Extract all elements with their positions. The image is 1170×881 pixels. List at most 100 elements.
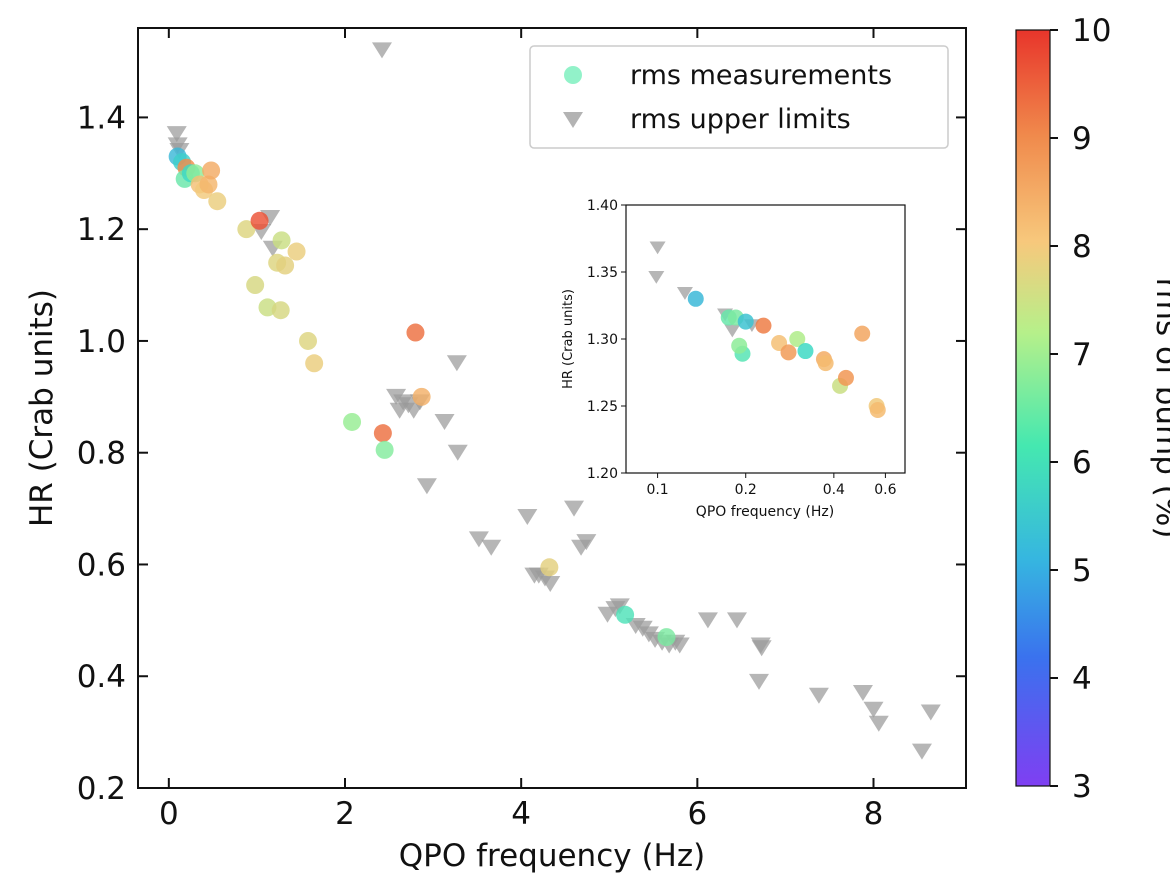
colorbar-tick-label: 7 [1072, 337, 1092, 373]
upper-limit-point [609, 598, 630, 615]
x-axis-label: QPO frequency (Hz) [399, 838, 705, 874]
x-tick-label: 6 [687, 796, 707, 832]
measurement-point [208, 192, 227, 211]
measurement-point [272, 231, 291, 250]
measurement-point [540, 558, 559, 577]
upper-limit-point [751, 640, 772, 657]
upper-limit-point [852, 685, 873, 701]
x-tick-label: 2 [335, 796, 355, 832]
y-axis-label: HR (Crab units) [24, 289, 60, 527]
measurement-point [343, 412, 362, 431]
colorbar-tick-label: 5 [1072, 553, 1092, 589]
measurement-point [276, 256, 295, 275]
measurement-point [250, 211, 269, 230]
legend-box [529, 45, 949, 149]
x-tick-label: 4 [511, 796, 531, 832]
measurement-point [616, 605, 635, 624]
inset-x-tick-label: 0.4 [823, 482, 845, 498]
main-plot: 0.2 0.4 0.6 0.8 1.0 1.2 1.4 0 2 4 6 8 QPO frequenc… [24, 27, 967, 874]
y-tick-label: 0.2 [77, 771, 126, 807]
measurement-point [287, 242, 306, 261]
upper-limit-point [911, 743, 932, 760]
y-tick-label: 0.4 [77, 659, 126, 695]
inset-y-axis-label: HR (Crab units) [561, 289, 576, 389]
inset-measurement-point [854, 325, 871, 342]
upper-limit-point [481, 539, 502, 556]
colorbar-tick-label: 4 [1072, 661, 1092, 697]
upper-limit-point [371, 42, 392, 59]
colorbar-tick-label: 8 [1072, 229, 1092, 265]
legend-upper-limit-marker [563, 112, 583, 128]
inset-x-tick-label: 0.6 [874, 482, 896, 498]
inset-y-ticks: 1.20 1.25 1.30 1.35 1.40 [587, 198, 626, 482]
upper-limit-point [669, 637, 690, 654]
legend: rms measurements rms upper limits [529, 45, 949, 149]
inset-measurement-point [755, 317, 772, 334]
y-tick-label: 0.8 [77, 436, 126, 472]
inset-x-tick-label: 0.1 [646, 482, 668, 498]
colorbar-tick-label: 6 [1072, 445, 1092, 481]
upper-limit-point [166, 126, 187, 143]
colorbar-tick-label: 9 [1072, 121, 1092, 157]
inset-measurement-point [797, 343, 814, 360]
inset-measurement-point [687, 290, 704, 307]
upper-limit-point [749, 673, 769, 690]
inset-measurement-point [817, 355, 834, 372]
y-tick-label: 1.0 [77, 324, 126, 360]
inset-measurement-point [789, 331, 806, 347]
upper-limit-point [697, 612, 718, 629]
colorbar-ticks: 3 4 5 6 7 8 9 10 [1050, 13, 1111, 805]
upper-limit-point [808, 687, 829, 704]
measurement-point [246, 276, 265, 295]
inset-plot: 1.20 1.25 1.30 1.35 1.40 0.1 0.2 0.4 0.6 QPO fr… [561, 198, 906, 520]
inset-y-tick-label: 1.35 [587, 265, 618, 281]
inset-y-tick-label: 1.30 [587, 332, 618, 348]
inset-measurement-markers [687, 290, 886, 419]
measurement-point [373, 424, 392, 443]
measurement-point [305, 354, 324, 373]
measurement-point [202, 161, 221, 180]
colorbar-gradient [1015, 29, 1051, 787]
colorbar-tick-label: 3 [1072, 769, 1092, 805]
inset-measurement-point [780, 344, 797, 361]
legend-label-measurements: rms measurements [630, 60, 892, 91]
colorbar-label: rms of bump (%) [1149, 278, 1170, 539]
measurement-point [271, 301, 290, 320]
upper-limit-point [540, 576, 561, 593]
upper-limit-point [920, 704, 941, 721]
upper-limit-point [576, 534, 597, 551]
colorbar: 3 4 5 6 7 8 9 10 rms of bump (%) [1015, 13, 1170, 805]
inset-x-ticks: 0.1 0.2 0.4 0.6 [646, 473, 897, 498]
upper-limit-point [863, 701, 884, 718]
y-tick-label: 1.4 [77, 100, 126, 136]
upper-limit-markers [166, 42, 941, 760]
inset-upper-limit-point [648, 270, 665, 284]
colorbar-tick-label: 10 [1072, 13, 1111, 49]
inset-measurement-point [837, 369, 854, 386]
inset-x-axis-label: QPO frequency (Hz) [696, 504, 834, 520]
x-tick-label: 0 [159, 796, 179, 832]
measurement-point [375, 440, 394, 459]
x-tick-label: 8 [864, 796, 884, 832]
measurement-point [299, 331, 318, 350]
main-y-ticks: 0.2 0.4 0.6 0.8 1.0 1.2 1.4 [77, 100, 966, 807]
measurement-point [199, 175, 218, 194]
upper-limit-point [517, 508, 538, 525]
measurement-markers [168, 147, 676, 647]
y-tick-label: 0.6 [77, 547, 126, 583]
upper-limit-point [446, 355, 467, 372]
inset-upper-limit-point [649, 241, 666, 255]
main-x-ticks: 0 2 4 6 8 [159, 28, 883, 832]
inset-y-tick-label: 1.25 [587, 399, 618, 415]
inset-y-tick-label: 1.20 [587, 466, 618, 482]
measurement-point [412, 387, 431, 406]
inset-measurement-point [869, 402, 886, 419]
y-tick-label: 1.2 [77, 212, 126, 248]
upper-limit-point [447, 444, 468, 461]
upper-limit-point [416, 478, 437, 495]
upper-limit-point [726, 612, 747, 629]
inset-measurement-point [737, 313, 754, 330]
upper-limit-point [468, 531, 489, 548]
measurement-point [237, 220, 256, 239]
inset-upper-limit-point [724, 324, 741, 338]
